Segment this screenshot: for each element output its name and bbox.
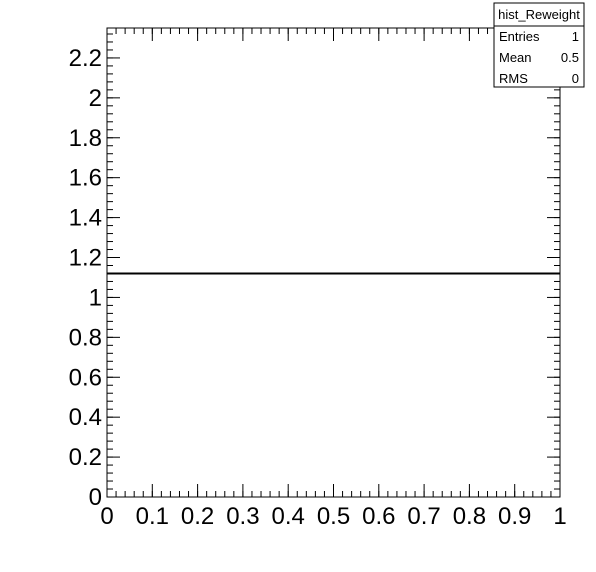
y-tick-label: 0.6 (69, 364, 102, 391)
stats-mean-value: 0.5 (561, 50, 579, 65)
y-tick-label: 1 (89, 284, 102, 311)
x-tick-label: 0.1 (136, 503, 169, 530)
y-tick-label: 2 (89, 85, 102, 112)
x-tick-label: 0.3 (226, 503, 259, 530)
x-tick-label: 0.5 (317, 503, 350, 530)
stats-entries-label: Entries (499, 29, 540, 44)
y-tick-label: 0.4 (69, 404, 102, 431)
x-tick-label: 0.8 (453, 503, 486, 530)
x-tick-label: 1 (553, 503, 566, 530)
stats-box-frame (493, 2, 585, 88)
x-tick-label: 0.6 (362, 503, 395, 530)
stats-box-title: hist_Reweight (498, 7, 580, 22)
y-tick-label: 1.8 (69, 125, 102, 152)
y-tick-label: 1.4 (69, 205, 102, 232)
y-tick-label: 0.2 (69, 444, 102, 471)
stats-box: hist_Reweight Entries 1 Mean 0.5 RMS 0 (493, 2, 585, 88)
y-tick-label: 1.6 (69, 165, 102, 192)
stats-entries-value: 1 (572, 29, 579, 44)
y-tick-label: 1.2 (69, 245, 102, 272)
stats-rms-value: 0 (572, 71, 579, 86)
x-tick-label: 0.9 (498, 503, 531, 530)
x-tick-label: 0.2 (181, 503, 214, 530)
stats-mean-label: Mean (499, 50, 532, 65)
y-tick-label: 0.8 (69, 324, 102, 351)
x-tick-label: 0.4 (272, 503, 305, 530)
y-tick-label: 2.2 (69, 45, 102, 72)
x-axis: 0 0.1 0.2 0.3 0.4 0.5 0.6 0.7 0.8 0.9 1 (100, 28, 567, 530)
x-tick-label: 0.7 (407, 503, 440, 530)
stats-rms-label: RMS (499, 71, 528, 86)
x-tick-label: 0 (100, 503, 113, 530)
y-axis: 0 0.2 0.4 0.6 0.8 1 1.2 1.4 1.6 1.8 2 2.2 (69, 45, 560, 511)
y-tick-label: 0 (89, 484, 102, 511)
plot-frame (106, 27, 561, 498)
